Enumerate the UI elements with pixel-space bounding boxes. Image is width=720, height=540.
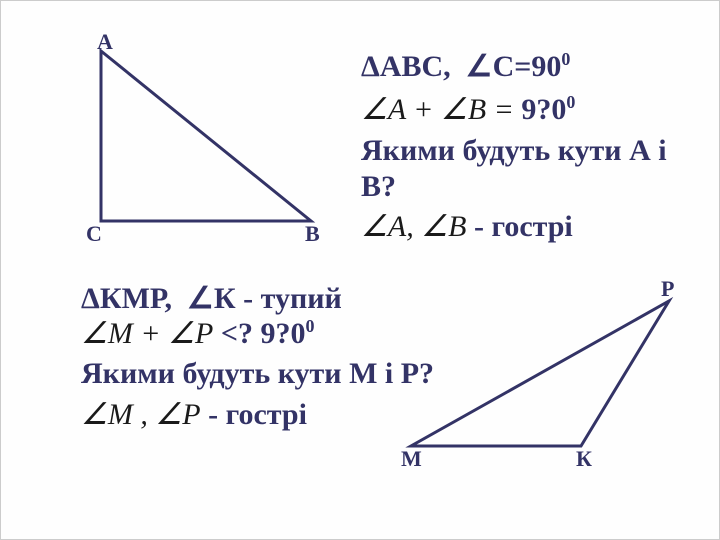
triangle-abc (91, 41, 321, 231)
vertex-label-a: А (97, 29, 113, 55)
ans2-rhs: - гострі (208, 398, 307, 431)
angle-k-label: К - тупий (214, 282, 342, 315)
eq2-sup: 0 (305, 316, 314, 336)
eq-rhs: 9?0 (521, 93, 566, 126)
triangle-name-kmp: КМР, (100, 282, 172, 315)
statement-abc: ΔАВС, ∠С=900 (361, 49, 701, 84)
question-ab: Якими будуть кути А і В? (361, 133, 701, 205)
eq2-mid: <? 9?0 (221, 317, 306, 350)
triangle-kmp (401, 291, 681, 461)
eq-sup: 0 (566, 92, 575, 112)
text-block-1: ΔАВС, ∠С=900 ∠A + ∠B = 9?00 Якими будуть… (361, 49, 701, 244)
angle-symbol-2: ∠ (187, 282, 214, 315)
degree-sup: 0 (561, 49, 570, 69)
vertex-label-b: В (305, 221, 320, 247)
triangle-abc-shape (101, 51, 311, 221)
vertex-label-k: К (576, 446, 592, 472)
angle-c-value: С=90 (493, 50, 562, 83)
angle-symbol: ∠ (466, 50, 493, 83)
ans-lhs: ∠A, ∠B (361, 210, 466, 243)
answer-ab: ∠A, ∠B - гострі (361, 209, 701, 244)
delta-symbol: Δ (361, 50, 380, 83)
equation-ab: ∠A + ∠B = 9?00 (361, 92, 701, 127)
delta-symbol-2: Δ (81, 282, 100, 315)
vertex-label-m: М (401, 446, 422, 472)
triangle-kmp-shape (411, 301, 669, 446)
ans2-lhs: ∠M , ∠P (81, 398, 201, 431)
vertex-label-p: Р (661, 276, 674, 302)
ans-rhs: - гострі (474, 210, 573, 243)
eq-lhs: ∠A + ∠B = (361, 93, 514, 126)
eq2-lhs: ∠M + ∠P (81, 317, 213, 350)
triangle-name-abc: АВС, (380, 50, 451, 83)
vertex-label-c: С (86, 221, 102, 247)
